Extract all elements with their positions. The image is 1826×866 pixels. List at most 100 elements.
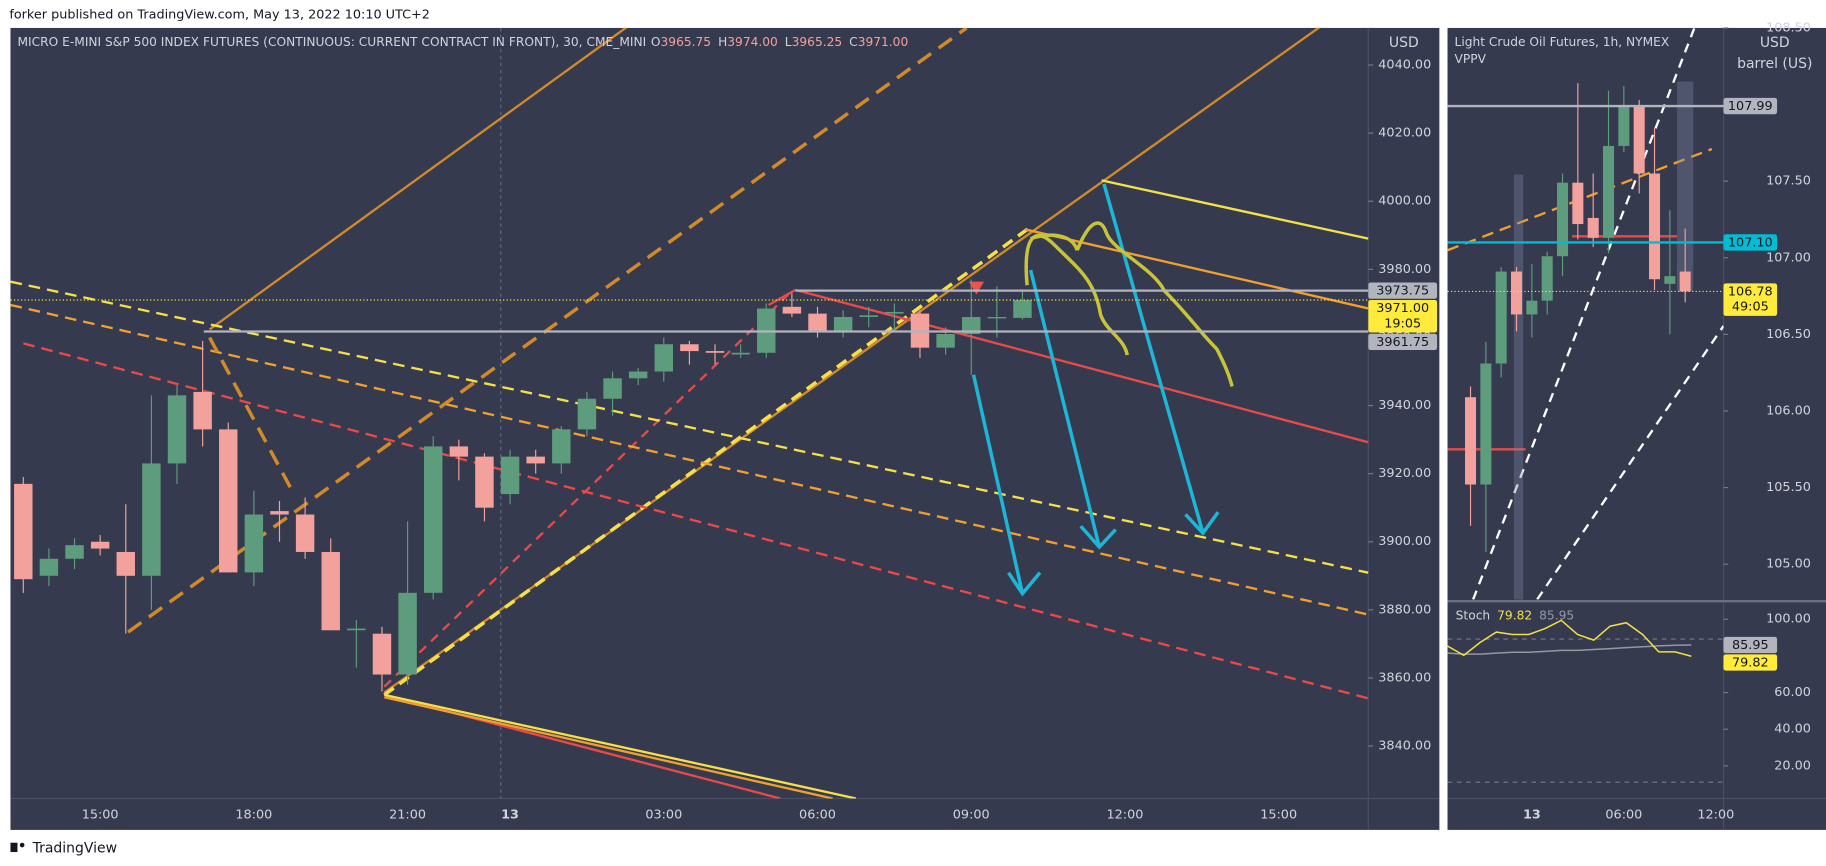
x-tick-label: 13 xyxy=(501,807,519,822)
axis-unit: USD xyxy=(1760,35,1790,51)
candle-body xyxy=(500,456,520,495)
logo-icon xyxy=(19,842,25,848)
indicator-value: 85.95 xyxy=(1539,608,1574,622)
y-tick-label: 106.00 xyxy=(1766,403,1811,418)
price-label-box xyxy=(1723,234,1778,251)
price-label: 3961.75 xyxy=(1376,335,1429,350)
candle-body xyxy=(295,514,315,552)
y-tick-label: 3980.00 xyxy=(1378,262,1431,277)
indicator-title: Stoch xyxy=(1456,608,1491,622)
y-tick-label: 3840.00 xyxy=(1378,739,1431,754)
trendline xyxy=(1101,179,1369,240)
candle-body xyxy=(936,334,955,348)
legend-value: 3965.75 xyxy=(661,34,712,48)
y-tick-label: 60.00 xyxy=(1774,685,1811,700)
candle-body xyxy=(372,633,392,675)
trendline xyxy=(208,27,628,331)
chart-legend: Light Crude Oil Futures, 1h, NYMEX xyxy=(1455,34,1670,48)
candle-body xyxy=(1587,217,1599,238)
y-tick-label: 107.50 xyxy=(1766,174,1811,189)
candle-body xyxy=(526,456,545,464)
price-label: 106.78 xyxy=(1728,285,1773,300)
x-tick-label: 21:00 xyxy=(389,807,426,822)
candle-body xyxy=(654,344,674,372)
trendline xyxy=(208,336,293,490)
candle-body xyxy=(321,551,340,631)
candle-body xyxy=(1013,299,1032,318)
footer-logo: TradingView xyxy=(10,841,117,857)
candle-body xyxy=(1495,271,1507,364)
stoch-line xyxy=(1447,644,1692,655)
readout-label: 85.95 xyxy=(1732,638,1769,653)
volume-profile xyxy=(1513,174,1524,600)
x-tick-label: 06:00 xyxy=(799,807,836,822)
legend-value: 3974.00 xyxy=(727,34,778,48)
price-label: 3973.75 xyxy=(1376,284,1429,299)
candles xyxy=(1465,83,1691,552)
candle-body xyxy=(1541,256,1553,301)
pitchfork-line xyxy=(22,342,1369,700)
y-tick-label: 108.50 xyxy=(1766,20,1811,35)
legend-value: 3971.00 xyxy=(858,34,909,48)
arrow xyxy=(971,374,1042,597)
candle-body xyxy=(577,398,597,430)
x-tick-label: 12:00 xyxy=(1697,807,1734,822)
y-tick-label: 3880.00 xyxy=(1378,602,1431,617)
candle-body xyxy=(1618,106,1630,146)
candle-body xyxy=(705,351,725,353)
chart-title: Light Crude Oil Futures, 1h, NYMEX xyxy=(1455,34,1670,48)
byline: forker published on TradingView.com, May… xyxy=(9,8,430,23)
indicator-value: 79.82 xyxy=(1497,608,1532,622)
chart-legend: MICRO E-MINI S&P 500 INDEX FUTURES (CONT… xyxy=(17,34,908,48)
stoch-lines xyxy=(1447,619,1692,657)
stoch-line xyxy=(1447,619,1692,657)
candle-body xyxy=(1603,145,1615,238)
arrow xyxy=(1028,269,1117,550)
pitchfork-line xyxy=(10,303,1369,616)
pitchfork-line xyxy=(10,280,1369,574)
y-tick-label: 107.00 xyxy=(1766,250,1811,265)
candle-body xyxy=(1679,271,1691,292)
y-tick-label: 106.50 xyxy=(1766,327,1811,342)
trendline xyxy=(1536,325,1724,600)
candle-body xyxy=(962,317,981,335)
trendline xyxy=(127,27,968,634)
y-tick-label: 105.00 xyxy=(1766,557,1811,572)
candle-body xyxy=(1465,397,1477,485)
candle-body xyxy=(398,592,417,675)
candle-body xyxy=(628,371,648,379)
legend-key: O xyxy=(651,34,661,48)
trendline xyxy=(383,225,1032,697)
price-label: 107.10 xyxy=(1728,236,1773,251)
x-tick-label: 15:00 xyxy=(82,807,119,822)
candle-body xyxy=(1633,106,1645,174)
chart-title: MICRO E-MINI S&P 500 INDEX FUTURES (CONT… xyxy=(17,34,646,48)
candle-body xyxy=(270,511,289,515)
logo-icon xyxy=(10,842,18,853)
candle-body xyxy=(731,352,750,355)
logo-text: TradingView xyxy=(32,841,117,857)
candle-body xyxy=(193,391,212,430)
y-tick-label: 4020.00 xyxy=(1378,126,1431,141)
y-tick-label: 105.50 xyxy=(1766,480,1811,495)
price-label-box xyxy=(1723,283,1778,316)
axis-unit-detail: barrel (US) xyxy=(1737,56,1812,72)
volume-profile xyxy=(1676,81,1694,291)
y-tick-label: 20.00 xyxy=(1774,758,1811,773)
trendline xyxy=(384,693,857,799)
legend-key: L xyxy=(785,34,792,48)
legend-key: C xyxy=(849,34,858,48)
price-label: 3971.00 xyxy=(1376,301,1429,316)
candle-body xyxy=(142,463,161,576)
x-tick-label: 13 xyxy=(1523,807,1541,822)
candle-body xyxy=(423,446,443,593)
y-tick-label: 4000.00 xyxy=(1378,194,1431,209)
candle-body xyxy=(1480,363,1492,485)
price-label-box xyxy=(1723,97,1778,115)
candle-body xyxy=(244,514,264,573)
candle-body xyxy=(1511,271,1523,315)
trendline xyxy=(384,696,833,799)
candle-body xyxy=(90,541,110,549)
